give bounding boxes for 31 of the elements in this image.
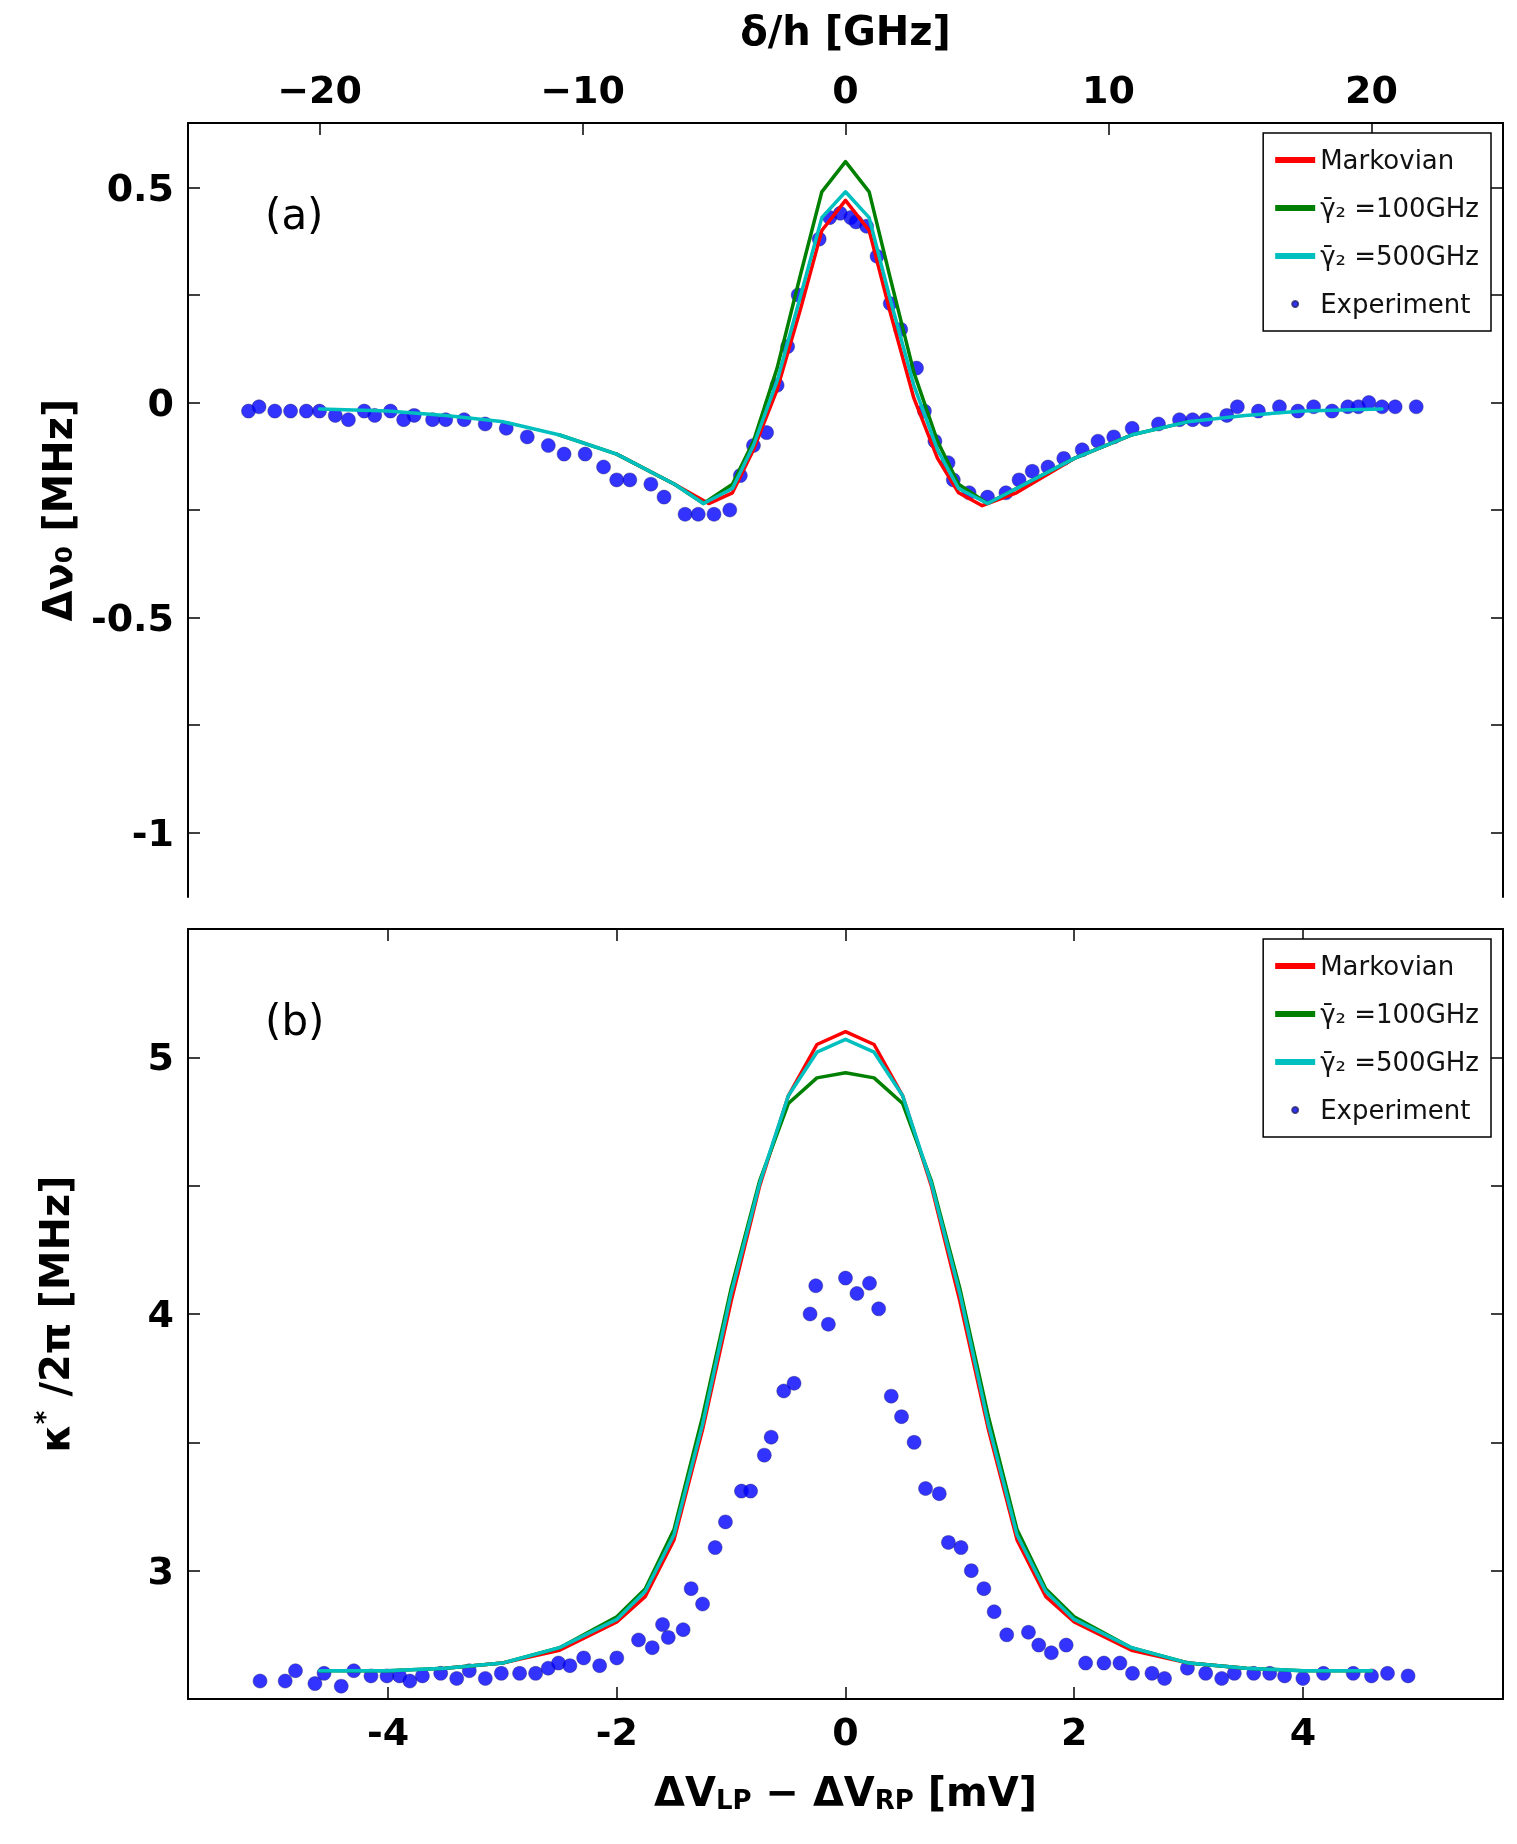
x-axis-title: δ/h [GHz] (740, 8, 951, 54)
legend-label: Markovian (1320, 145, 1455, 175)
x-tick-label: -2 (595, 1710, 638, 1754)
x-tick-label: 2 (1060, 1710, 1088, 1754)
x-tick-label: 4 (1289, 1710, 1317, 1754)
x-tick-label: −20 (277, 68, 362, 112)
y-axis-title: κ* /2π [MHz] (30, 1175, 78, 1453)
y-tick-label: 3 (147, 1548, 174, 1593)
legend-label: Experiment (1320, 289, 1471, 319)
y-tick-label: -1 (131, 810, 174, 855)
x-axis-title: ΔVLP − ΔVRP [mV] (653, 1769, 1038, 1815)
x-tick-label: −10 (540, 68, 625, 112)
y-tick-label: 5 (147, 1035, 174, 1080)
legend-label: Markovian (1320, 951, 1455, 981)
legend-label: γ̄₂ =100GHz (1320, 999, 1480, 1029)
y-tick-label: 4 (147, 1292, 174, 1336)
y-axis-title: Δν₀ [MHz] (35, 398, 81, 622)
x-tick-label: 10 (1082, 68, 1135, 112)
x-tick-label: 0 (832, 1710, 859, 1754)
y-tick-label: 0.5 (106, 165, 174, 210)
y-tick-label: 0 (147, 380, 174, 425)
x-tick-label: 0 (832, 68, 859, 112)
legend-label: γ̄₂ =500GHz (1320, 241, 1480, 271)
annotation: (b) (265, 995, 325, 1045)
legend-label: γ̄₂ =500GHz (1320, 1047, 1480, 1077)
x-tick-label: 20 (1345, 68, 1398, 112)
legend-label: Experiment (1320, 1095, 1471, 1125)
annotation: (a) (265, 189, 324, 239)
legend-label: γ̄₂ =100GHz (1320, 193, 1480, 223)
x-tick-label: -4 (367, 1710, 410, 1754)
y-tick-label: -0.5 (90, 595, 174, 640)
